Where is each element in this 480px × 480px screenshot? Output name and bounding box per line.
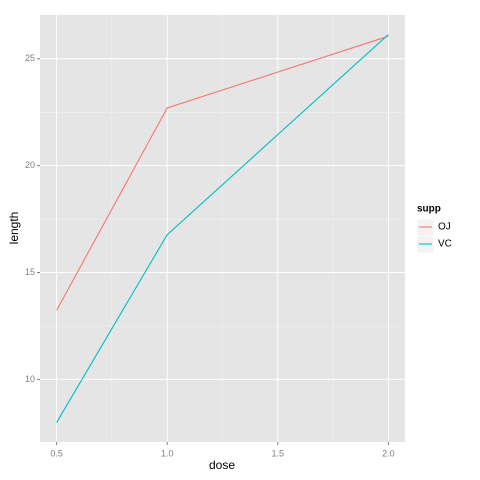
x-tick-label: 1.0 — [161, 448, 174, 458]
x-axis-title: dose — [209, 458, 235, 472]
legend-label: VC — [438, 239, 452, 250]
legend-title: supp — [417, 204, 441, 215]
series-line — [56, 35, 389, 311]
x-tick-label: 0.5 — [50, 448, 63, 458]
y-axis-title: length — [7, 212, 21, 245]
legend-label: OJ — [438, 222, 451, 233]
y-tick-label: 15 — [25, 267, 35, 277]
series-line — [56, 34, 389, 423]
y-tick-label: 25 — [25, 53, 35, 63]
x-tick-label: 1.5 — [272, 448, 285, 458]
y-tick-label: 10 — [25, 374, 35, 384]
y-tick-label: 20 — [25, 160, 35, 170]
x-tick-label: 2.0 — [382, 448, 395, 458]
